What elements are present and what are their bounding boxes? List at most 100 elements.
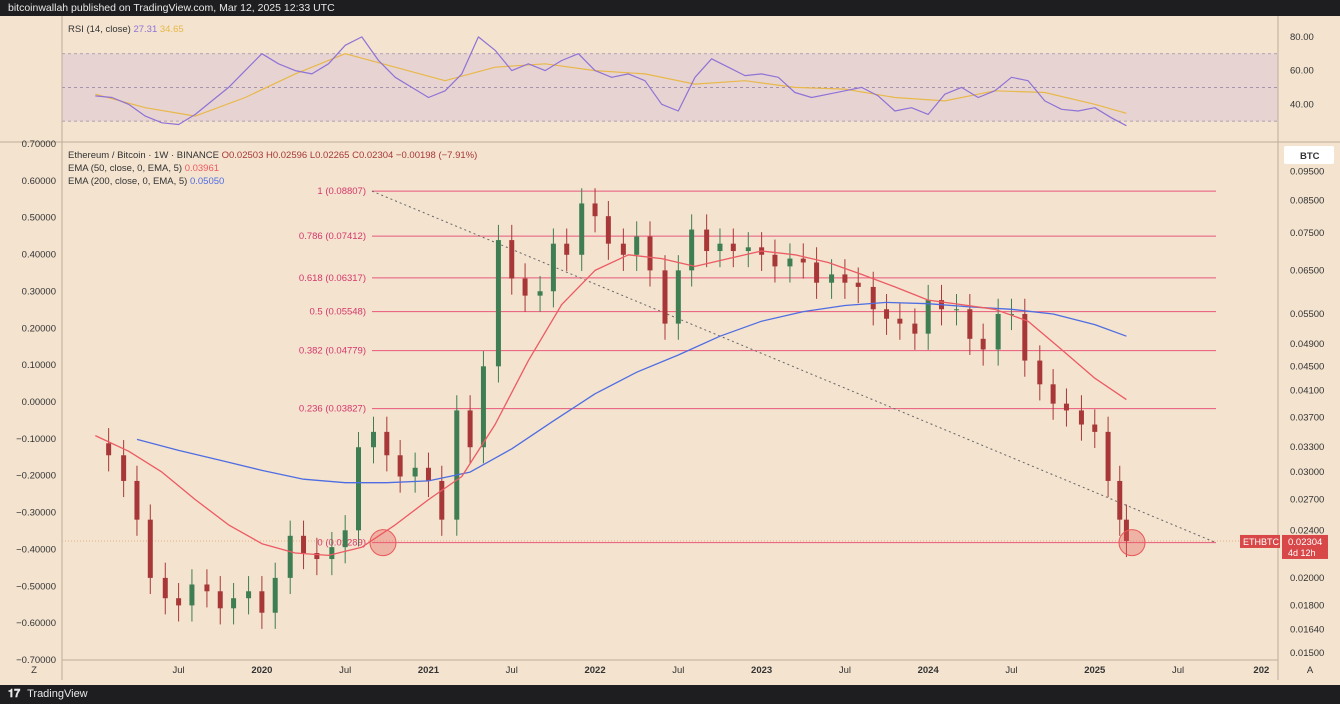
axes: 80.00 60.00 40.00 0.09500 0.08500 0.07500 0.06…: [16, 16, 1334, 680]
fib-label: 0.618 (0.06317): [299, 273, 366, 284]
candle-body: [717, 243, 723, 252]
candle-body: [1037, 360, 1043, 385]
candle-body: [439, 480, 445, 520]
candle-body: [689, 229, 695, 271]
candle-body: [314, 553, 320, 560]
candle-body: [217, 591, 223, 609]
x-tick-label: 2023: [751, 665, 772, 676]
candle-body: [912, 323, 918, 334]
candle-body: [800, 258, 806, 263]
candle-body: [1117, 480, 1123, 520]
left-tick-label: −0.70000: [16, 655, 56, 666]
x-tick-label: 2021: [418, 665, 440, 676]
candle-body: [176, 598, 182, 606]
candle-body: [814, 262, 820, 283]
price-tick-label: 0.01500: [1290, 648, 1324, 659]
candle-body: [106, 443, 112, 456]
fib-label: 1 (0.08807): [317, 186, 366, 197]
left-tick-label: −0.40000: [16, 544, 56, 555]
symbol-tag-label: ETHBTC: [1243, 537, 1280, 547]
candle-body: [509, 240, 515, 279]
candle-body: [412, 467, 418, 477]
candle-body: [301, 535, 307, 554]
candle-body: [954, 309, 960, 311]
candle-body: [370, 431, 376, 448]
price-tick-label: 0.06500: [1290, 265, 1324, 276]
price-tick-label: 0.07500: [1290, 228, 1324, 239]
rsi-tick-label: 60.00: [1290, 66, 1314, 77]
candle-body: [967, 309, 973, 339]
candle-body: [246, 591, 252, 599]
symbol-tag: [1240, 534, 1280, 548]
price-tag-value: 0.02304: [1288, 537, 1322, 548]
candle-body: [704, 229, 710, 252]
price-tag-countdown: 4d 12h: [1288, 548, 1316, 558]
price-tick-label: 0.03300: [1290, 442, 1324, 453]
x-tick-label: 2020: [251, 665, 272, 676]
candle-body: [287, 535, 293, 578]
x-tick-label: Jul: [173, 665, 185, 676]
candle-body: [1022, 313, 1028, 361]
candle-body: [147, 519, 153, 578]
price-tick-label: 0.02000: [1290, 573, 1324, 584]
candle-body: [259, 591, 265, 613]
currency-badge-label: BTC: [1300, 151, 1320, 162]
candle-body: [829, 274, 835, 283]
fib-label: 0.786 (0.07412): [299, 231, 366, 242]
symbol-legend: Ethereum / Bitcoin · 1W · BINANCE O0.025…: [68, 150, 477, 161]
candle-body: [550, 243, 556, 292]
candle-body: [272, 577, 278, 613]
left-tick-label: 0.10000: [22, 360, 56, 371]
price-tick-label: 0.02700: [1290, 495, 1324, 506]
ema50-line: [95, 250, 1127, 557]
price-tick-label: 0.01640: [1290, 625, 1324, 636]
candle-body: [605, 216, 611, 244]
x-tick-label: Jul: [339, 665, 351, 676]
currency-badge: [1284, 146, 1334, 164]
candle-body: [772, 254, 778, 267]
x-tick-label: Jul: [672, 665, 684, 676]
candle-body: [204, 584, 210, 592]
rsi-ma-line: [95, 53, 1127, 117]
price-tick-label: 0.04900: [1290, 339, 1324, 350]
candle-body: [647, 236, 653, 271]
left-tick-label: −0.60000: [16, 618, 56, 629]
rsi-tick-label: 80.00: [1290, 32, 1314, 43]
candle-body: [189, 584, 195, 606]
axis-corner-left: Z: [31, 665, 37, 676]
candle-body: [662, 270, 668, 324]
candle-body: [454, 410, 460, 520]
x-tick-label: 202: [1253, 665, 1269, 676]
candle-body: [522, 278, 528, 296]
candle-body: [675, 270, 681, 324]
candle-body: [620, 243, 626, 255]
candle-body: [925, 300, 931, 334]
candle-body: [1050, 384, 1056, 404]
left-tick-label: −0.20000: [16, 471, 56, 482]
candle-body: [855, 282, 861, 287]
candle-body: [467, 410, 473, 448]
rsi-legend: RSI (14, close) 27.31 34.65: [68, 24, 184, 35]
price-tick-label: 0.03700: [1290, 412, 1324, 423]
price-tick-label: 0.04100: [1290, 386, 1324, 397]
price-tick-label: 0.01800: [1290, 600, 1324, 611]
candle-body: [537, 291, 543, 296]
chart-area[interactable]: RSI (14, close) 27.31 34.65 1 (0.08807) 0…: [0, 16, 1340, 685]
candle-body: [884, 309, 890, 319]
rsi-line: [95, 36, 1127, 127]
brand-label: TradingView: [27, 688, 88, 700]
candle-body: [842, 274, 848, 283]
fib-label: 0 (0.02289): [317, 538, 366, 549]
x-tick-label: 2022: [584, 665, 605, 676]
footer-bar: 𝟏𝟕 TradingView: [0, 685, 1340, 704]
candle-body: [1063, 403, 1069, 411]
candle-body: [787, 258, 793, 267]
rsi-tick-label: 40.00: [1290, 99, 1314, 110]
candle-body: [745, 247, 751, 252]
x-tick-label: Jul: [1172, 665, 1184, 676]
candle-body: [897, 318, 903, 324]
candle-body: [870, 286, 876, 310]
candle-body: [592, 203, 598, 217]
price-tick-label: 0.05500: [1290, 309, 1324, 320]
candle-body: [495, 240, 501, 367]
